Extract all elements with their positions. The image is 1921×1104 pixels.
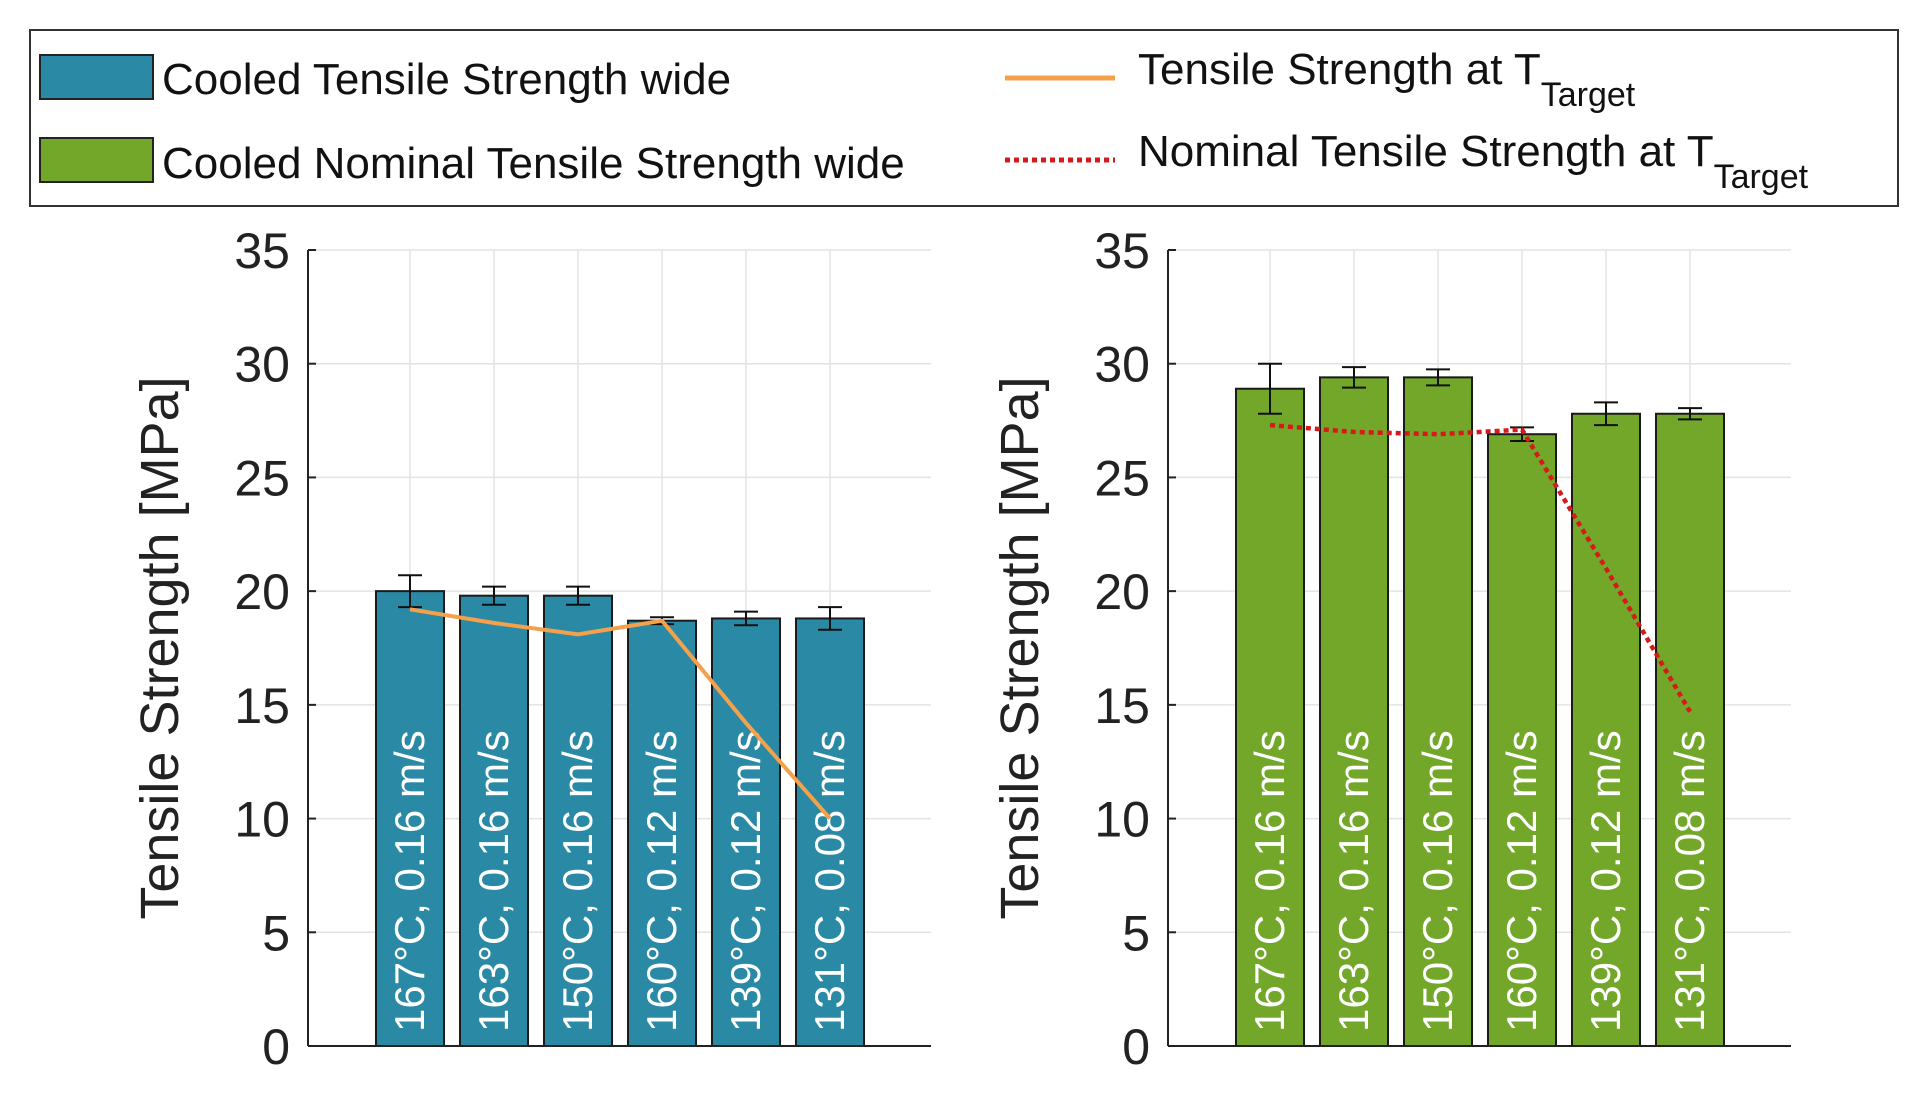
y-tick-label: 20: [1094, 564, 1150, 620]
legend-label-nominal-target: Nominal Tensile Strength at TTarget: [1138, 127, 1809, 196]
category-label: 131°C, 0.08 m/s: [806, 730, 853, 1032]
y-tick-label: 0: [1122, 1019, 1150, 1075]
y-tick-label: 5: [262, 905, 290, 961]
chart-panel-right: 167°C, 0.16 m/s 163°C, 0.16 m/s 150°C, 0.1…: [990, 223, 1791, 1075]
legend-label-cooled-nominal: Cooled Nominal Tensile Strength wide: [162, 139, 905, 188]
category-label: 131°C, 0.08 m/s: [1666, 730, 1713, 1032]
y-tick-label: 30: [234, 337, 290, 393]
category-label: 150°C, 0.16 m/s: [554, 730, 601, 1032]
y-tick-label: 35: [1094, 223, 1150, 279]
y-tick-label: 10: [234, 792, 290, 848]
y-tick-label: 30: [1094, 337, 1150, 393]
chart-panel-left: 167°C, 0.16 m/s 163°C, 0.16 m/s 150°C, 0.1…: [130, 223, 931, 1075]
y-tick-label: 35: [234, 223, 290, 279]
legend: Cooled Tensile Strength wide Cooled Nomi…: [29, 29, 1899, 207]
y-tick-label: 20: [234, 564, 290, 620]
category-label: 160°C, 0.12 m/s: [638, 730, 685, 1032]
y-tick-label: 25: [234, 450, 290, 506]
category-label: 167°C, 0.16 m/s: [386, 730, 433, 1032]
bar: [1571, 412, 1641, 1047]
category-label: 150°C, 0.16 m/s: [1414, 730, 1461, 1032]
bar: [627, 619, 697, 1047]
target-line: [409, 607, 832, 820]
category-label: 139°C, 0.12 m/s: [722, 730, 769, 1032]
bar: [1403, 376, 1473, 1047]
category-label: 163°C, 0.16 m/s: [470, 730, 517, 1032]
legend-label-nominal-target-main: Nominal Tensile Strength at T: [1138, 127, 1714, 176]
y-tick-label: 10: [1094, 792, 1150, 848]
legend-label-nominal-target-subscript: Target: [1714, 158, 1809, 196]
category-label: 160°C, 0.12 m/s: [1498, 730, 1545, 1032]
bar: [375, 590, 445, 1048]
legend-frame: [29, 29, 1899, 207]
legend-label-tensile-target-subscript: Target: [1541, 76, 1636, 114]
bar: [459, 594, 529, 1047]
y-tick-label: 5: [1122, 905, 1150, 961]
y-axis-title: Tensile Strength [MPa]: [990, 376, 1050, 919]
bar: [1655, 412, 1725, 1047]
target-line: [1269, 422, 1692, 713]
category-label: 139°C, 0.12 m/s: [1582, 730, 1629, 1032]
bar: [711, 617, 781, 1047]
legend-swatch-cooled-nominal: [39, 137, 154, 183]
category-label: 167°C, 0.16 m/s: [1246, 730, 1293, 1032]
y-tick-label: 25: [1094, 450, 1150, 506]
y-tick-label: 0: [262, 1019, 290, 1075]
legend-label-cooled-tensile: Cooled Tensile Strength wide: [162, 55, 731, 104]
category-label: 163°C, 0.16 m/s: [1330, 730, 1377, 1032]
legend-label-tensile-target: Tensile Strength at TTarget: [1138, 45, 1636, 114]
y-tick-label: 15: [234, 678, 290, 734]
y-axis-title: Tensile Strength [MPa]: [130, 376, 190, 919]
legend-label-tensile-target-main: Tensile Strength at T: [1138, 45, 1541, 94]
legend-swatch-cooled-tensile: [39, 54, 154, 100]
y-tick-label: 15: [1094, 678, 1150, 734]
